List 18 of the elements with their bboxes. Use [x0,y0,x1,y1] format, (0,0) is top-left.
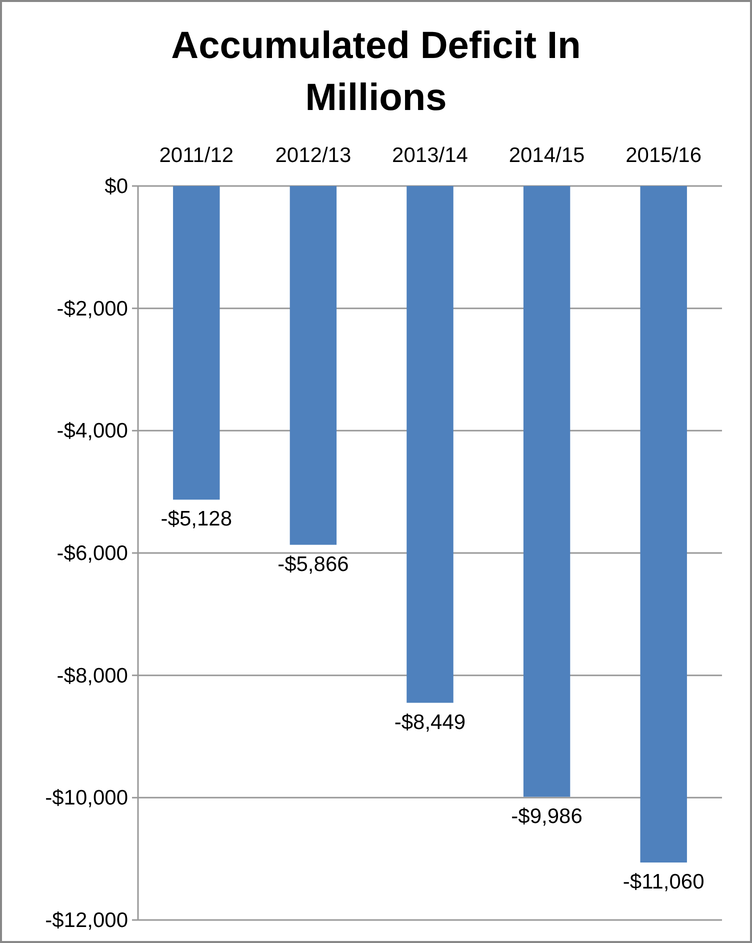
x-tick-label: 2015/16 [626,144,702,167]
y-tick-label: -$12,000 [45,909,128,932]
x-tick-label: 2013/14 [392,144,468,167]
y-tick-label: -$2,000 [56,297,128,320]
y-tick-label: -$10,000 [45,786,128,810]
chart-title: Accumulated Deficit In Millions [171,25,581,119]
y-tick-label: -$6,000 [56,542,128,565]
x-tick-label: 2014/15 [508,144,585,167]
x-tick-label: 2012/13 [275,144,352,167]
x-tick-label: 2011/12 [159,144,234,167]
y-tick-label: -$4,000 [56,420,128,443]
data-label: -$11,060 [622,870,704,894]
y-tick-label: $0 [104,175,128,198]
y-tick-label: -$8,000 [56,664,128,688]
data-label: -$8,449 [394,710,466,734]
data-label: -$9,986 [511,804,582,828]
data-label: -$5,128 [160,508,232,531]
data-label: -$5,866 [278,552,349,576]
